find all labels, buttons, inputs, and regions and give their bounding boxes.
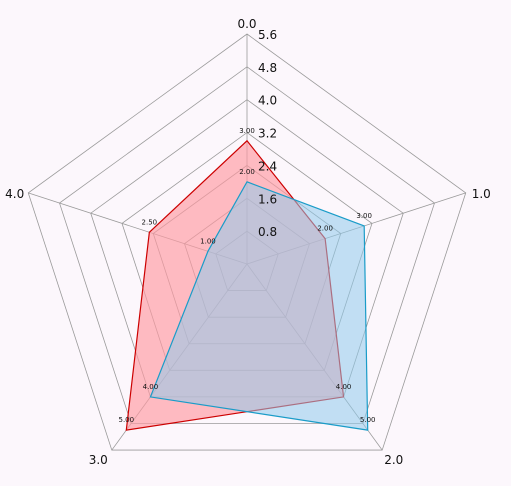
tick-label-5: 4.0 — [258, 94, 277, 108]
series-1-label-3: 5.00 — [118, 416, 134, 424]
grid-ring-6 — [59, 66, 435, 424]
radar-labels: 0.0 1.0 2.0 3.0 4.0 0.8 1.6 2.4 3.2 4.0 4.8 5.6 3.00… — [5, 17, 491, 467]
series-1-label-2: 4.00 — [336, 383, 352, 391]
tick-label-2: 1.6 — [258, 192, 277, 206]
series-2-label-3: 4.00 — [143, 383, 159, 391]
tick-label-1: 0.8 — [258, 225, 277, 239]
series-2-label-2: 5.00 — [360, 416, 376, 424]
series-1-label-1: 2.00 — [317, 225, 333, 233]
axis-label-0: 0.0 — [237, 17, 256, 31]
series-2-label-4: 1.00 — [200, 237, 216, 245]
series-1-label-4: 2.50 — [142, 218, 158, 226]
grid-ring-7 — [27, 33, 467, 451]
series-1-label-0: 3.00 — [239, 127, 255, 135]
tick-label-7: 5.6 — [258, 28, 277, 42]
axis-label-1: 1.0 — [472, 187, 491, 201]
tick-label-6: 4.8 — [258, 61, 277, 75]
tick-label-3: 2.4 — [258, 159, 277, 173]
radar-series — [125, 139, 369, 431]
series-2-label-0: 2.00 — [239, 168, 255, 176]
series-2-label-1: 3.00 — [356, 212, 372, 220]
axis-label-2: 2.0 — [384, 453, 403, 467]
series-2-area — [149, 181, 369, 431]
axis-label-3: 3.0 — [89, 453, 108, 467]
axis-label-4: 4.0 — [5, 187, 24, 201]
tick-label-4: 3.2 — [258, 127, 277, 141]
